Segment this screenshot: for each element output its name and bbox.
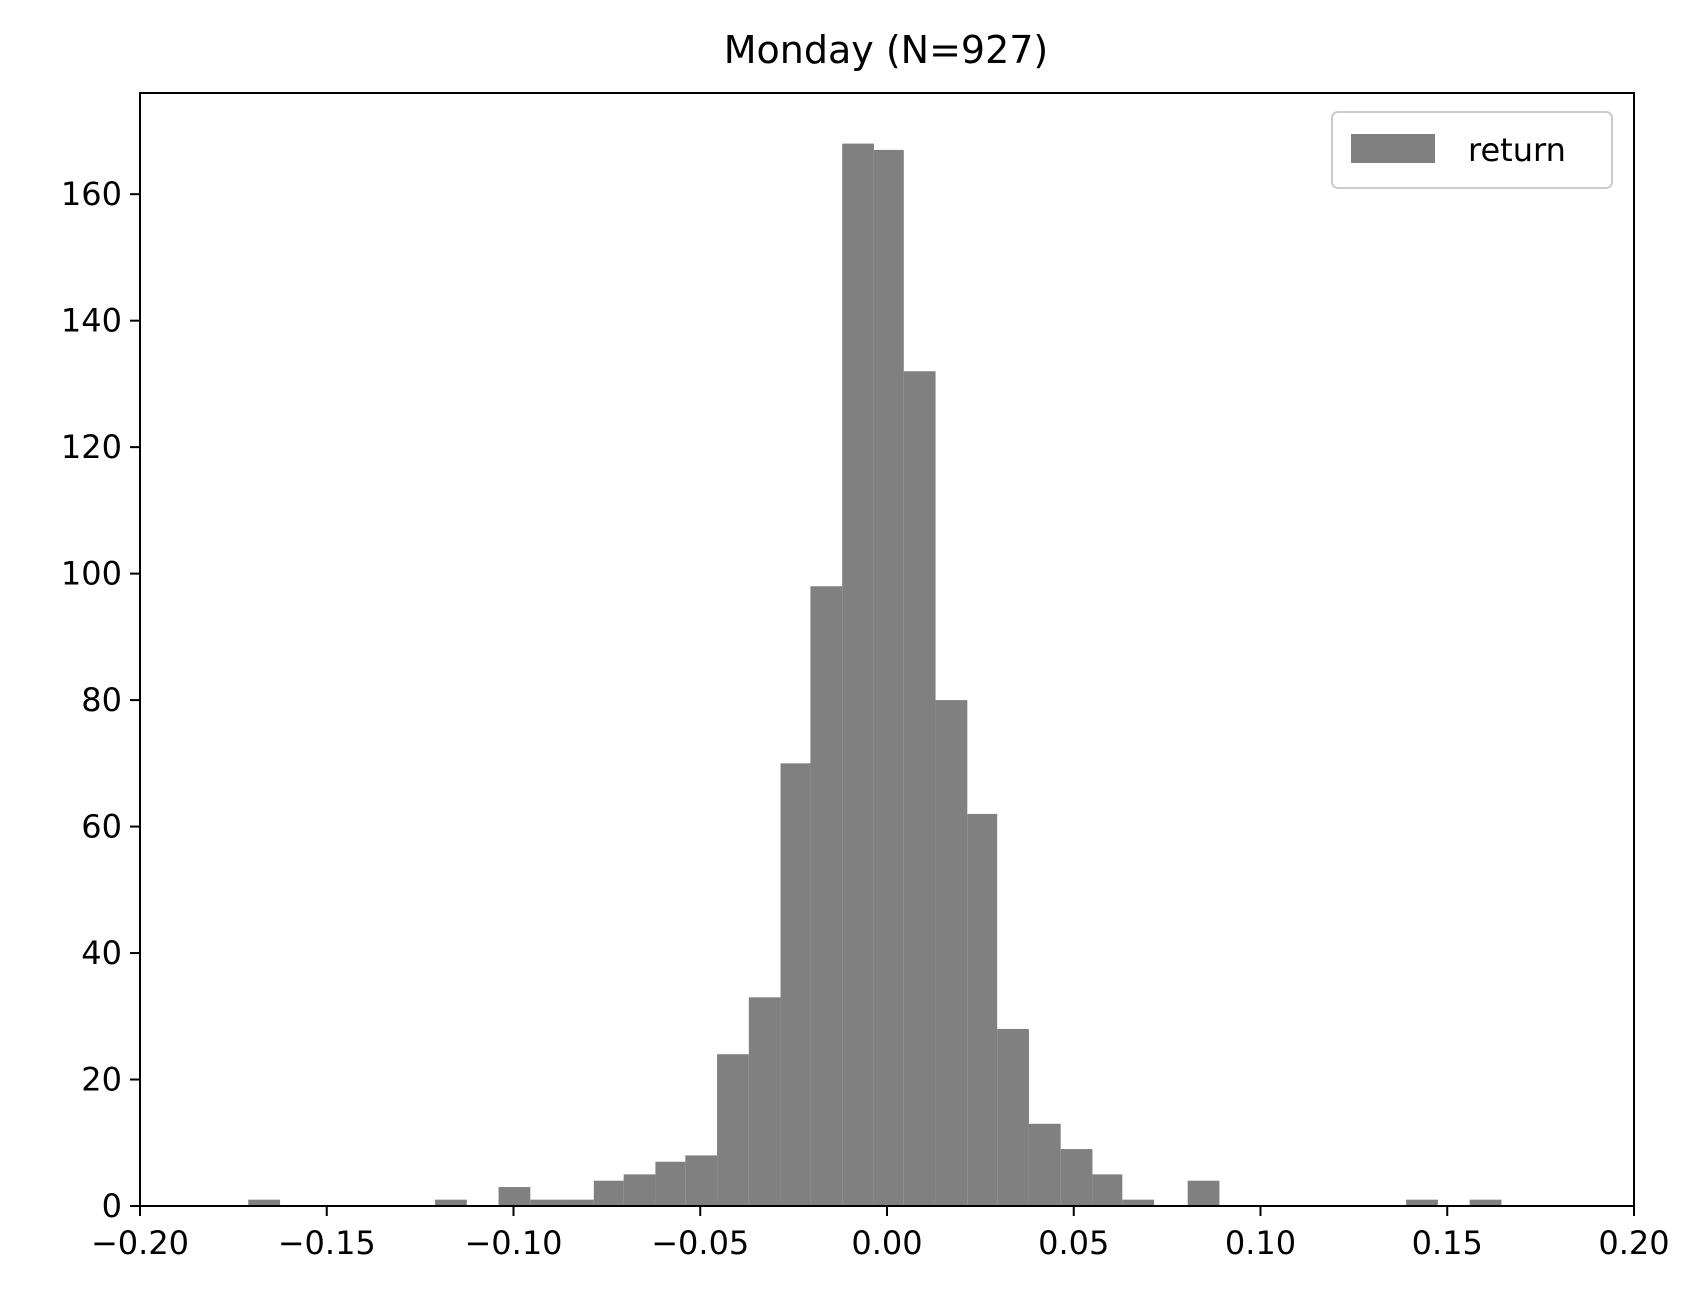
- y-tick-label-2: 40: [81, 934, 122, 972]
- histogram-bar-7: [655, 1161, 686, 1206]
- x-tick-label-6: 0.10: [1225, 1224, 1296, 1262]
- histogram-bar-19: [1028, 1123, 1061, 1206]
- histogram-bar-4: [562, 1199, 594, 1206]
- histogram-bar-10: [748, 997, 781, 1206]
- x-tick-label-8: 0.20: [1598, 1224, 1669, 1262]
- histogram-bar-6: [623, 1174, 656, 1206]
- x-tick-label-7: 0.15: [1412, 1224, 1483, 1262]
- histogram-bar-2: [498, 1187, 531, 1206]
- x-axis: −0.20 −0.15 −0.10 −0.05 0.00 0.05 0.10 0.15 0.20: [91, 1206, 1670, 1262]
- legend-box: [1331, 111, 1613, 189]
- histogram-bar-11: [780, 763, 811, 1206]
- histogram-bar-23: [1187, 1180, 1220, 1206]
- y-tick-label-6: 120: [61, 428, 122, 466]
- y-tick-label-1: 20: [81, 1061, 122, 1099]
- histogram-bar-5: [593, 1180, 624, 1206]
- histogram-bar-14: [873, 149, 904, 1206]
- histogram-bar-17: [967, 813, 998, 1206]
- histogram-bar-9: [717, 1054, 749, 1206]
- bars-layer: [248, 143, 1502, 1206]
- histogram-bar-12: [810, 586, 843, 1206]
- histogram-bar-18: [997, 1028, 1029, 1206]
- x-tick-label-3: −0.05: [651, 1224, 749, 1262]
- y-tick-label-5: 100: [61, 555, 122, 593]
- chart-title: Monday (N=927): [724, 28, 1049, 72]
- legend: return: [1331, 111, 1613, 189]
- legend-swatch: [1351, 134, 1435, 163]
- histogram-bar-0: [248, 1199, 281, 1206]
- y-axis: 0 20 40 60 80 100 120 140 160: [61, 175, 140, 1225]
- histogram-bar-3: [530, 1199, 563, 1206]
- histogram-bar-22: [1122, 1199, 1155, 1206]
- x-tick-label-5: 0.05: [1038, 1224, 1109, 1262]
- histogram-bar-1: [435, 1199, 467, 1206]
- y-tick-label-8: 160: [61, 175, 122, 213]
- legend-label: return: [1468, 131, 1566, 169]
- histogram-bar-21: [1092, 1174, 1123, 1206]
- y-tick-label-7: 140: [61, 302, 122, 340]
- x-tick-label-4: 0.00: [851, 1224, 922, 1262]
- y-tick-label-3: 60: [81, 808, 122, 846]
- histogram-bar-25: [1469, 1199, 1502, 1206]
- histogram-bar-13: [842, 143, 874, 1206]
- histogram-bar-20: [1060, 1149, 1093, 1206]
- x-tick-label-0: −0.20: [91, 1224, 189, 1262]
- histogram-bar-15: [903, 371, 936, 1206]
- histogram-bar-16: [935, 700, 968, 1206]
- histogram-bar-8: [685, 1155, 718, 1206]
- y-tick-label-4: 80: [81, 681, 122, 719]
- x-tick-label-2: −0.10: [464, 1224, 562, 1262]
- x-tick-label-1: −0.15: [278, 1224, 376, 1262]
- histogram-bar-24: [1406, 1199, 1438, 1206]
- y-tick-label-0: 0: [102, 1187, 122, 1225]
